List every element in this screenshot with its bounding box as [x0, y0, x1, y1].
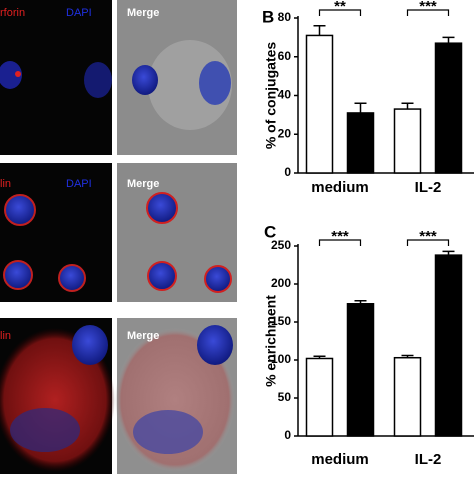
cell — [147, 261, 177, 291]
bar — [346, 112, 375, 174]
error-bar — [401, 102, 414, 110]
channel-label: rforin — [0, 7, 25, 19]
merge-label: Merge — [127, 330, 159, 342]
panel-letter: B — [262, 7, 274, 26]
error-bar — [354, 299, 367, 304]
cell — [58, 264, 86, 292]
bar — [393, 108, 422, 174]
y-tick-label: 0 — [284, 428, 291, 442]
bar — [305, 357, 334, 437]
cell — [204, 265, 232, 293]
merge-label: Merge — [127, 178, 159, 190]
cell — [197, 325, 233, 365]
bar — [346, 303, 375, 437]
y-tick-label: 50 — [278, 390, 292, 404]
significance-bracket — [406, 9, 450, 16]
y-tick-label: 250 — [271, 238, 291, 252]
cell — [4, 194, 36, 226]
cell — [133, 410, 203, 454]
y-axis-label: % of conjugates — [263, 42, 279, 150]
x-tick-label: medium — [311, 179, 369, 196]
error-bar — [313, 355, 326, 359]
granule — [15, 71, 21, 77]
significance-bracket — [318, 9, 362, 16]
cell — [0, 61, 22, 89]
y-tick-label: 40 — [278, 88, 292, 102]
significance-label: ** — [334, 0, 346, 15]
panel-letter: C — [264, 222, 276, 241]
y-tick-label: 100 — [271, 352, 291, 366]
error-bar — [401, 354, 414, 358]
cell — [72, 325, 108, 365]
significance-bracket — [406, 239, 450, 246]
y-axis-label: % enrichment — [263, 295, 279, 387]
cell — [10, 408, 80, 452]
bar — [434, 42, 463, 174]
significance-label: *** — [331, 228, 349, 245]
x-tick-label: medium — [311, 451, 369, 468]
x-tick-label: IL-2 — [415, 451, 442, 468]
significance-label: *** — [419, 0, 437, 15]
y-tick-label: 20 — [278, 126, 292, 140]
significance-label: *** — [419, 228, 437, 245]
error-bar — [354, 102, 367, 113]
y-tick-label: 0 — [284, 165, 291, 179]
channel-label: DAPI — [66, 178, 92, 190]
error-bar — [313, 25, 326, 36]
channel-label: lin — [0, 330, 11, 342]
y-tick-label: 200 — [271, 276, 291, 290]
error-bar — [442, 250, 455, 256]
y-tick-label: 80 — [278, 10, 292, 24]
y-tick-label: 150 — [271, 314, 291, 328]
cell — [84, 62, 112, 98]
x-tick-label: IL-2 — [415, 179, 442, 196]
cell — [132, 65, 158, 95]
cell — [199, 61, 231, 105]
channel-label: DAPI — [66, 7, 92, 19]
merge-label: Merge — [127, 7, 159, 19]
channel-label: lin — [0, 178, 11, 190]
cell — [3, 260, 33, 290]
error-bar — [442, 36, 455, 44]
bar — [393, 356, 422, 437]
bar — [305, 34, 334, 174]
y-tick-label: 60 — [278, 49, 292, 63]
cell — [146, 192, 178, 224]
micrographs — [0, 0, 237, 474]
significance-bracket — [318, 239, 362, 246]
bar — [434, 254, 463, 437]
